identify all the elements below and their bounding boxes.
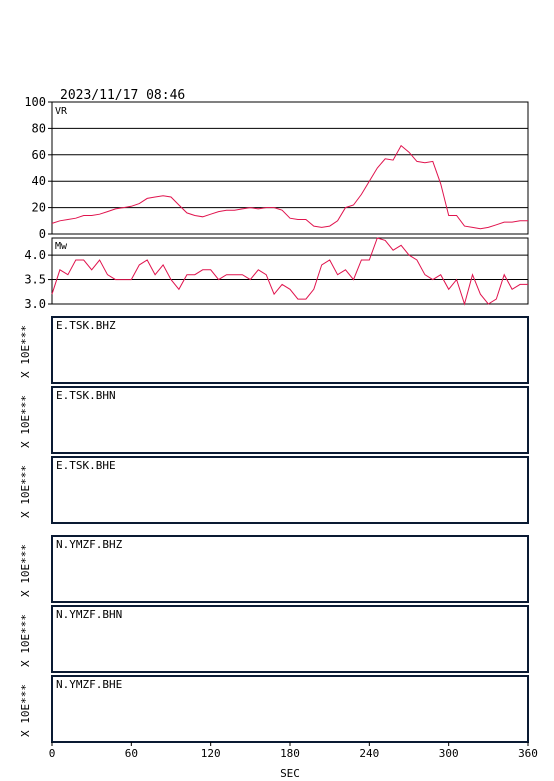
station-label: N.YMZF.BHN: [56, 608, 122, 621]
station-unit-label: X 10E***: [19, 465, 32, 518]
station-label: N.YMZF.BHE: [56, 678, 122, 691]
x-tick-label: 0: [49, 747, 56, 760]
vr-label: VR: [55, 106, 68, 117]
station-unit-label: X 10E***: [19, 395, 32, 448]
station-frame: [51, 605, 529, 673]
station-frame: [51, 675, 529, 743]
vr-tick-label: 0: [39, 227, 46, 241]
station-label: E.TSK.BHN: [56, 389, 116, 402]
mw-panel: 3.0 3.5 4.0 Mw: [24, 237, 529, 311]
mw-y-ticks: 3.0 3.5 4.0: [24, 248, 52, 311]
vr-y-ticks: 0 20 40 60 80 100: [24, 95, 52, 241]
x-tick-label: 240: [359, 747, 379, 760]
vr-tick-label: 80: [32, 121, 46, 135]
station-panel-3: N.YMZF.BHZ X 10E***: [19, 535, 529, 603]
station-frame: [51, 535, 529, 603]
vr-panel: 0 20 40 60 80 100 VR: [24, 95, 529, 241]
station-unit-label: X 10E***: [19, 684, 32, 737]
vr-tick-label: 20: [32, 201, 46, 215]
station-label: E.TSK.BHE: [56, 459, 116, 472]
station-unit-label: X 10E***: [19, 325, 32, 378]
vr-grid: [52, 127, 528, 209]
station-label: E.TSK.BHZ: [56, 319, 116, 332]
timestamp-label: 2023/11/17 08:46: [60, 88, 185, 103]
vr-frame: [51, 101, 529, 235]
mw-tick-label: 4.0: [24, 248, 46, 262]
station-panel-1: E.TSK.BHN X 10E***: [19, 386, 529, 454]
vr-series-line: [51, 144, 528, 230]
mw-series-line: [51, 237, 528, 306]
x-tick-label: 300: [439, 747, 459, 760]
x-tick-label: 60: [125, 747, 138, 760]
station-panel-4: N.YMZF.BHN X 10E***: [19, 605, 529, 673]
station-unit-label: X 10E***: [19, 544, 32, 597]
vr-tick-label: 60: [32, 148, 46, 162]
mw-grid: [52, 254, 528, 281]
station-frame: [51, 316, 529, 384]
mw-frame: [51, 237, 529, 305]
mw-label: Mw: [55, 241, 68, 252]
station-panel-5: N.YMZF.BHE X 10E***: [19, 675, 529, 743]
station-panel-2: E.TSK.BHE X 10E***: [19, 456, 529, 524]
station-unit-label: X 10E***: [19, 614, 32, 667]
vr-tick-label: 40: [32, 174, 46, 188]
x-tick-label: 180: [280, 747, 300, 760]
station-frame: [51, 386, 529, 454]
vr-tick-label: 100: [24, 95, 46, 109]
x-axis-label: SEC: [280, 767, 300, 780]
x-tick-label: 120: [201, 747, 221, 760]
station-panel-0: E.TSK.BHZ X 10E***: [19, 316, 529, 384]
station-frame: [51, 456, 529, 524]
mw-tick-label: 3.0: [24, 297, 46, 311]
mw-tick-label: 3.5: [24, 273, 46, 287]
x-tick-label: 360: [518, 747, 538, 760]
x-axis: 0 60 120 180 240 300 360: [49, 742, 538, 760]
station-label: N.YMZF.BHZ: [56, 538, 123, 551]
